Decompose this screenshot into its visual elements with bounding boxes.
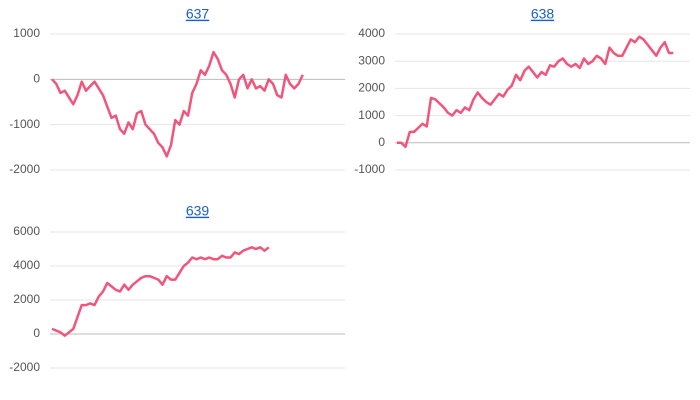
y-tick-label: 4000 — [358, 26, 385, 40]
line — [397, 35, 674, 149]
y-tick-label: -2000 — [9, 162, 40, 176]
y-tick-label: 3000 — [358, 53, 385, 67]
line — [51, 50, 304, 158]
y-tick-label: 2000 — [13, 292, 40, 306]
chart-title[interactable]: 637 — [186, 6, 210, 22]
y-tick-label: 1000 — [13, 26, 40, 40]
y-tick-label: -1000 — [354, 162, 385, 176]
y-tick-label: 0 — [33, 326, 40, 340]
chart-title[interactable]: 638 — [531, 6, 555, 22]
chart-title[interactable]: 639 — [186, 203, 210, 219]
y-tick-label: -1000 — [9, 117, 40, 131]
y-tick-label: 1000 — [358, 108, 385, 122]
y-tick-label: 6000 — [13, 224, 40, 238]
line — [51, 246, 270, 337]
y-tick-label: 4000 — [13, 258, 40, 272]
y-tick-label: 2000 — [358, 81, 385, 95]
y-tick-label: 0 — [378, 135, 385, 149]
y-tick-label: 0 — [33, 72, 40, 86]
y-tick-label: -2000 — [9, 360, 40, 374]
